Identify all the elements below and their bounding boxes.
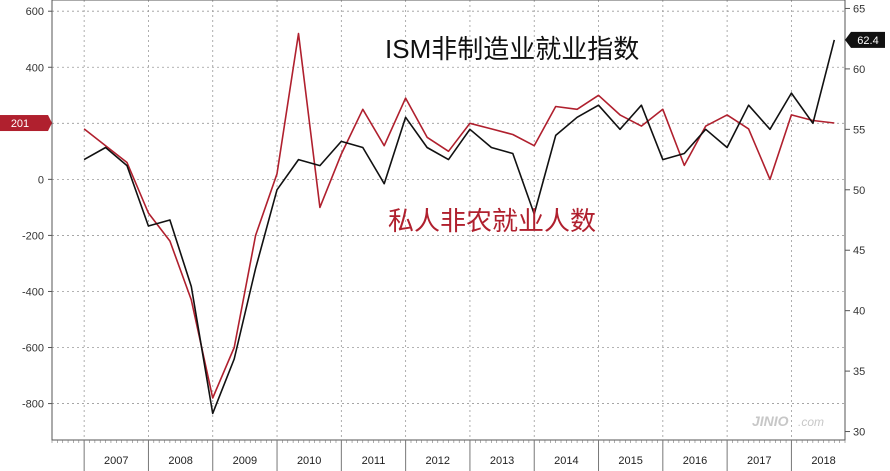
year-label: 2015 — [618, 455, 642, 467]
left-value-text: 201 — [11, 118, 29, 130]
series-line-payrolls — [83, 32, 835, 399]
year-label: 2010 — [297, 455, 321, 467]
watermark-brand: JINIO — [752, 413, 789, 429]
year-label: 2016 — [683, 455, 707, 467]
watermark-suffix: .com — [798, 415, 824, 429]
left-tick-label: -600 — [22, 343, 44, 355]
series-line-ism — [83, 39, 836, 415]
right-value-text: 62.4 — [857, 35, 878, 47]
year-label: 2018 — [811, 455, 835, 467]
left-tick-label: -400 — [22, 286, 44, 298]
series-label-payrolls: 私人非农就业人数 — [388, 206, 596, 236]
year-label: 2007 — [104, 455, 128, 467]
right-tick-label: 40 — [853, 306, 865, 318]
left-value-badge — [0, 115, 48, 132]
year-label: 2017 — [747, 455, 771, 467]
year-label: 2008 — [168, 455, 192, 467]
year-label: 2012 — [426, 455, 450, 467]
year-label: 2013 — [490, 455, 514, 467]
right-tick-label: 50 — [853, 185, 865, 197]
gridlines — [52, 0, 845, 440]
plot-lines — [83, 32, 836, 415]
left-value-badge-arrow — [48, 115, 52, 132]
right-value-badge — [851, 31, 885, 48]
year-label: 2011 — [362, 455, 386, 467]
left-tick-label: -800 — [22, 399, 44, 411]
right-tick-label: 35 — [853, 366, 865, 378]
left-tick-label: 400 — [26, 62, 44, 74]
left-tick-label: 0 — [38, 174, 44, 186]
year-label: 2009 — [233, 455, 257, 467]
right-tick-label: 60 — [853, 64, 865, 76]
left-tick-label: -200 — [22, 230, 44, 242]
right-tick-label: 55 — [853, 124, 865, 136]
right-value-badge-arrow — [845, 31, 851, 48]
right-tick-label: 30 — [853, 427, 865, 439]
right-tick-label: 65 — [853, 3, 865, 15]
right-tick-label: 45 — [853, 245, 865, 257]
series-label-ism: ISM非制造业就业指数 — [385, 34, 639, 64]
watermark: JINIO .com — [752, 413, 824, 429]
year-label: 2014 — [554, 455, 578, 467]
left-tick-label: 600 — [26, 6, 44, 18]
